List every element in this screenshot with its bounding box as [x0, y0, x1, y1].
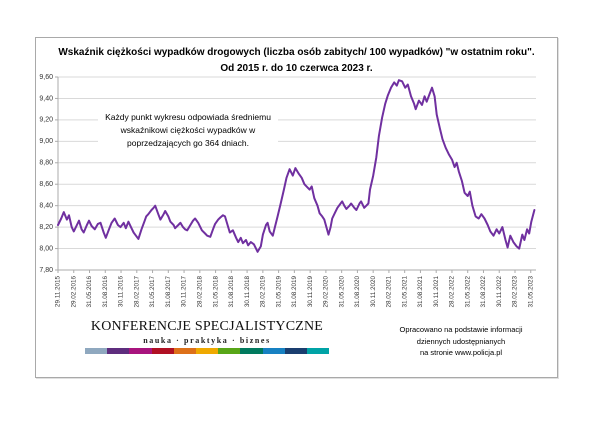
x-tick-label: 28.02.2019 — [260, 276, 267, 308]
chart-title-line1: Wskaźnik ciężkości wypadków drogowych (l… — [58, 47, 535, 58]
y-tick-label: 9,00 — [39, 138, 53, 145]
chart-title: Wskaźnik ciężkości wypadków drogowych (l… — [36, 45, 557, 76]
logo-tagline: nauka · praktyka · biznes — [143, 336, 271, 345]
x-tick-label: 31.08.2020 — [354, 276, 361, 308]
x-tick-label: 31.08.2019 — [291, 276, 298, 308]
chart-title-line2: Od 2015 r. do 10 czerwca 2023 r. — [220, 62, 373, 74]
x-tick-label: 31.05.2019 — [275, 276, 282, 308]
line-chart-plot: 7,80 8,00 8,20 8,40 8,60 8,80 9,00 9,20 9,40 9,60… — [39, 74, 536, 308]
logo-bar-segment — [195, 348, 219, 354]
y-tick-label: 8,80 — [39, 160, 53, 167]
x-tick-label: 28.02.2022 — [449, 276, 456, 308]
x-tick-label: 29.02.2020 — [323, 276, 330, 308]
y-tick-label: 9,20 — [39, 117, 53, 124]
logo-bar-segment — [173, 348, 196, 354]
x-tick-label: 30.11.2019 — [307, 276, 314, 308]
y-tick-label: 8,40 — [39, 203, 53, 210]
logo-bar-segment — [85, 348, 108, 354]
x-tick-label: 31.08.2016 — [102, 276, 109, 308]
x-tick-label: 31.05.2023 — [527, 276, 534, 308]
logo-block: KONFERENCJE SPECJALISTYCZNE nauka · prak… — [83, 319, 331, 354]
chart-annotation: Każdy punkt wykresu odpowiada średniemu … — [98, 109, 278, 152]
source-note-line1: Opracowano na podstawie informacji — [399, 325, 523, 334]
source-note-line3: na stronie www.policja.pl — [419, 348, 503, 358]
y-tick-label: 9,60 — [39, 74, 53, 81]
x-tick-label: 31.05.2022 — [464, 276, 471, 308]
logo-color-bar — [85, 348, 330, 354]
x-tick-label: 28.02.2021 — [386, 276, 393, 308]
x-tick-label: 30.11.2016 — [118, 276, 125, 308]
logo-bar-segment — [262, 348, 285, 354]
logo-bar-segment — [240, 348, 263, 354]
x-tick-label: 29.11.2015 — [55, 276, 62, 308]
x-tick-label: 29.02.2016 — [70, 276, 77, 308]
series-line — [57, 79, 536, 253]
x-tick-label: 28.02.2023 — [512, 276, 519, 308]
chart-card: Wskaźnik ciężkości wypadków drogowych (l… — [35, 37, 558, 378]
x-tick-label: 30.11.2022 — [496, 276, 503, 308]
x-tick-label: 28.02.2018 — [196, 276, 203, 308]
y-tick-label: 8,60 — [39, 181, 53, 188]
x-tick-label: 31.05.2016 — [86, 276, 93, 308]
x-tick-label: 30.11.2020 — [370, 276, 377, 308]
x-tick-label: 31.08.2021 — [417, 276, 424, 308]
x-tick-label: 31.08.2022 — [480, 276, 487, 308]
logo-bar-segment — [107, 348, 130, 354]
logo-bar-segment — [151, 348, 174, 354]
logo-bar-segment — [218, 348, 241, 354]
x-tick-label: 31.05.2021 — [401, 276, 408, 308]
logo-name: KONFERENCJE SPECJALISTYCZNE — [90, 319, 324, 334]
x-tick-label: 30.11.2017 — [181, 276, 188, 308]
logo-bar-segment — [306, 348, 330, 354]
x-tick-label: 31.08.2017 — [165, 276, 172, 308]
x-tick-label: 31.05.2017 — [149, 276, 156, 308]
source-note: Opracowano na podstawie informacji dzien… — [368, 324, 554, 359]
x-tick-label: 31.05.2020 — [338, 276, 345, 308]
source-note-line2: dziennych udostępnianych — [416, 336, 506, 346]
x-tick-label: 31.08.2018 — [228, 276, 235, 308]
x-tick-label: 31.05.2018 — [212, 276, 219, 308]
logo-bar-segment — [284, 348, 307, 354]
y-tick-label: 9,40 — [39, 95, 53, 102]
logo-bar-segment — [129, 348, 152, 354]
y-tick-label: 8,00 — [39, 245, 53, 252]
x-tick-label: 28.02.2017 — [133, 276, 140, 308]
x-tick-label: 30.11.2021 — [433, 276, 440, 308]
y-tick-label: 7,80 — [39, 267, 53, 274]
y-tick-label: 8,20 — [39, 224, 53, 231]
x-tick-label: 30.11.2018 — [244, 276, 251, 308]
